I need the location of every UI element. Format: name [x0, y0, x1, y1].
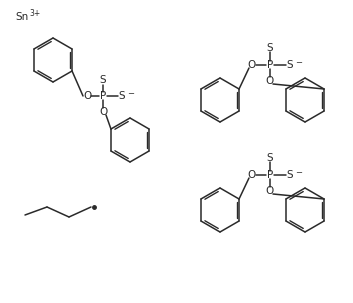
Text: P: P	[100, 91, 106, 101]
Text: −: −	[127, 89, 134, 98]
Text: −: −	[295, 58, 302, 68]
Text: P: P	[267, 170, 273, 180]
Text: P: P	[267, 60, 273, 70]
Text: O: O	[99, 107, 107, 117]
Text: Sn: Sn	[15, 12, 28, 22]
Text: O: O	[266, 76, 274, 86]
Text: S: S	[287, 170, 293, 180]
Text: O: O	[83, 91, 91, 101]
Text: S: S	[287, 60, 293, 70]
Text: O: O	[266, 186, 274, 196]
Text: S: S	[267, 153, 273, 163]
Text: S: S	[100, 75, 106, 85]
Text: O: O	[248, 60, 256, 70]
Text: 3+: 3+	[29, 8, 40, 18]
Text: −: −	[295, 168, 302, 178]
Text: S: S	[119, 91, 125, 101]
Text: S: S	[267, 43, 273, 53]
Text: O: O	[248, 170, 256, 180]
